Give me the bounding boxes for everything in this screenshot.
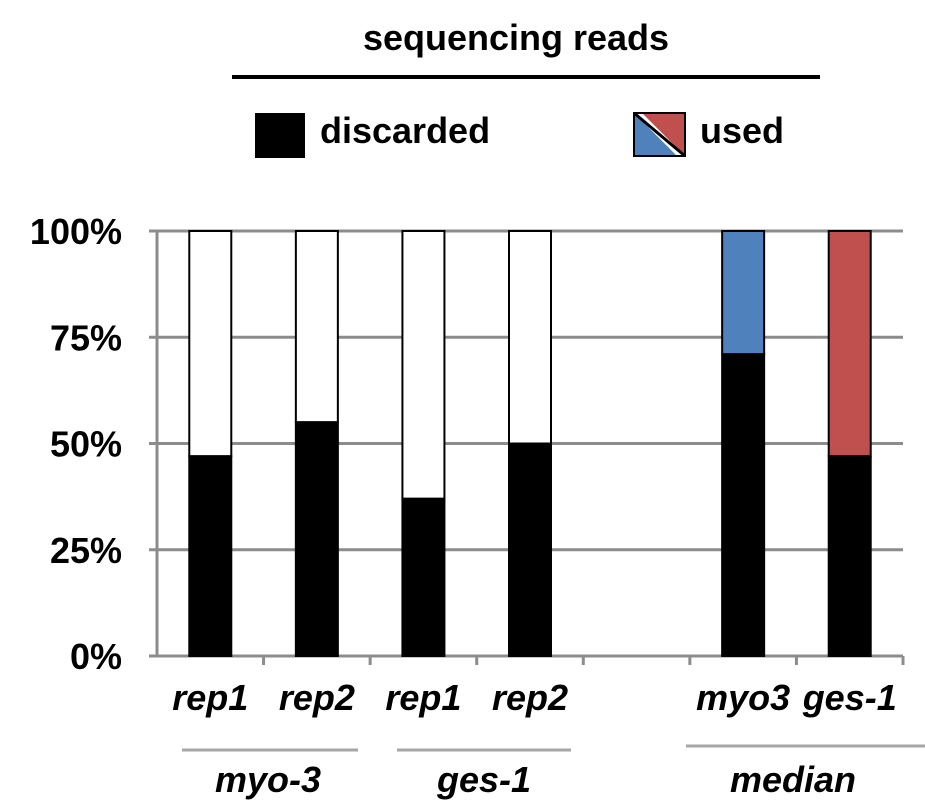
chart-title: sequencing reads xyxy=(363,17,669,58)
bar-segment-discarded xyxy=(188,455,233,657)
bars xyxy=(188,230,872,657)
bar-segment-discarded xyxy=(508,442,552,657)
x-tick-label: rep1 xyxy=(172,677,248,718)
bar-segment-discarded xyxy=(401,497,446,657)
legend-swatch-used xyxy=(633,111,686,158)
bar-segment-discarded xyxy=(721,353,766,657)
bar-segment-remainder xyxy=(508,230,552,445)
group-label-median: median xyxy=(730,759,856,800)
group-label-myo-3: myo-3 xyxy=(215,759,321,800)
bar-segment-discarded xyxy=(827,455,872,657)
y-tick-label: 75% xyxy=(50,317,122,358)
y-axis-tick-labels: 0% 25% 50% 75% 100% xyxy=(30,211,122,677)
bar-segment-remainder xyxy=(188,230,233,458)
x-tick-label: rep2 xyxy=(279,677,355,718)
group-labels: myo-3 ges-1 median xyxy=(182,744,925,800)
y-tick-label: 25% xyxy=(50,530,122,571)
y-tick-label: 50% xyxy=(50,424,122,465)
x-axis-tick-labels: rep1 rep2 rep1 rep2 myo3 ges-1 xyxy=(172,677,896,718)
bar-segment-remainder xyxy=(721,230,766,356)
legend: discarded used xyxy=(255,110,784,158)
group-label-ges-1: ges-1 xyxy=(436,759,531,800)
x-tick-label: rep1 xyxy=(385,677,461,718)
bar-segment-remainder xyxy=(294,230,339,424)
y-tick-label: 0% xyxy=(70,636,122,677)
bar-segment-remainder xyxy=(401,230,446,500)
bar-segment-remainder xyxy=(827,230,872,458)
legend-label-used: used xyxy=(700,110,784,151)
x-tick-label: myo3 xyxy=(696,677,790,718)
x-tick-label: rep2 xyxy=(492,677,568,718)
legend-label-discarded: discarded xyxy=(320,110,490,151)
legend-swatch-discarded xyxy=(255,113,305,158)
y-tick-label: 100% xyxy=(30,211,122,252)
bar-segment-discarded xyxy=(294,421,339,657)
x-tick-label: ges-1 xyxy=(802,677,897,718)
